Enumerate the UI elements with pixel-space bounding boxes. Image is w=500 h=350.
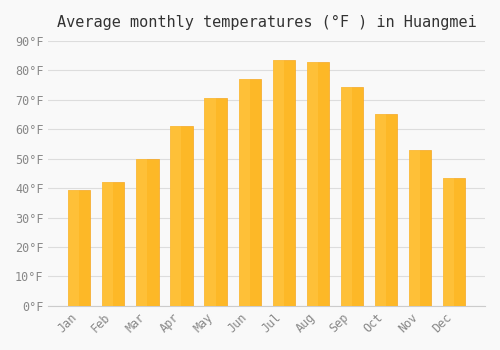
- Bar: [341, 86, 352, 306]
- Bar: [204, 98, 216, 306]
- Bar: [375, 114, 386, 306]
- Bar: [375, 114, 397, 306]
- Bar: [170, 126, 181, 306]
- Bar: [238, 79, 250, 306]
- Bar: [170, 126, 192, 306]
- Bar: [272, 60, 283, 306]
- Bar: [409, 150, 420, 306]
- Bar: [102, 182, 124, 306]
- Bar: [306, 62, 329, 306]
- Bar: [341, 86, 363, 306]
- Bar: [136, 159, 158, 306]
- Title: Average monthly temperatures (°F ) in Huangmei: Average monthly temperatures (°F ) in Hu…: [57, 15, 476, 30]
- Bar: [136, 159, 147, 306]
- Bar: [68, 190, 80, 306]
- Bar: [272, 60, 295, 306]
- Bar: [443, 178, 454, 306]
- Bar: [306, 62, 318, 306]
- Bar: [102, 182, 114, 306]
- Bar: [443, 178, 465, 306]
- Bar: [204, 98, 227, 306]
- Bar: [238, 79, 260, 306]
- Bar: [68, 190, 90, 306]
- Bar: [409, 150, 431, 306]
